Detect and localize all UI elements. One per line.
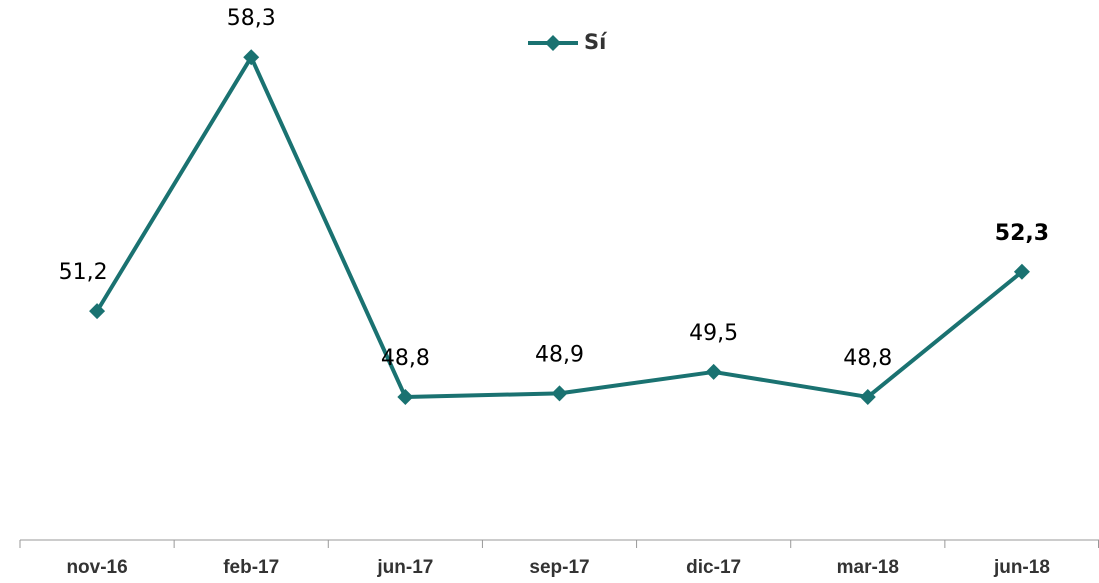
data-label: 52,3 — [995, 221, 1049, 246]
data-label: 58,3 — [227, 6, 276, 31]
data-label: 48,9 — [535, 342, 584, 367]
x-tick-label: jun-18 — [993, 557, 1050, 578]
x-tick-label: feb-17 — [223, 557, 279, 578]
marker — [1013, 263, 1030, 280]
x-tick-label: dic-17 — [686, 557, 741, 578]
data-label: 49,5 — [689, 321, 738, 346]
x-tick-label: jun-17 — [376, 557, 433, 578]
x-tick-label: sep-17 — [529, 557, 589, 578]
data-label: 48,8 — [843, 346, 892, 371]
x-tick-label: nov-16 — [66, 557, 127, 578]
data-label: 51,2 — [59, 260, 108, 285]
legend-label: Sí — [584, 30, 608, 54]
data-label: 48,8 — [381, 346, 430, 371]
marker — [551, 385, 568, 402]
legend-marker — [545, 35, 561, 51]
x-tick-label: mar-18 — [837, 557, 899, 578]
marker — [89, 303, 106, 320]
marker — [243, 49, 260, 66]
marker — [705, 363, 722, 380]
marker — [859, 388, 876, 405]
marker — [397, 388, 414, 405]
